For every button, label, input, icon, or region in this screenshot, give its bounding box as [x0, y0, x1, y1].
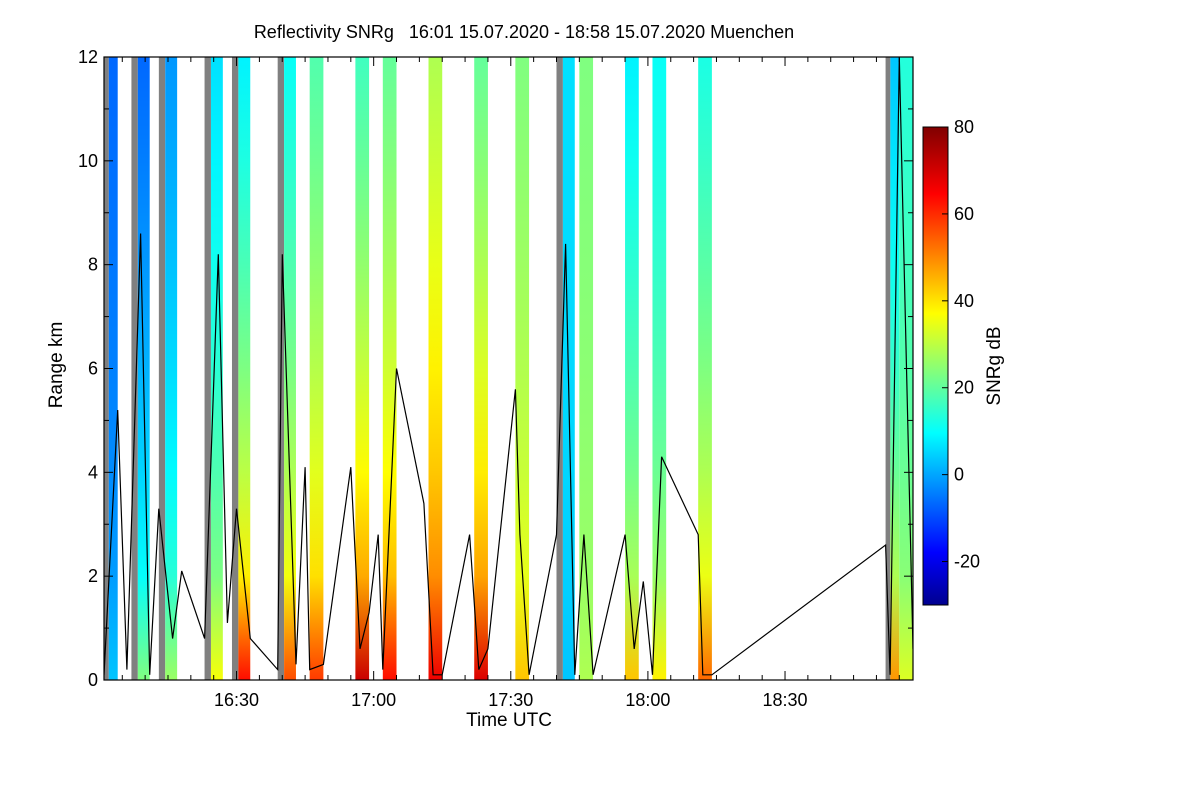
profile-gap — [231, 57, 239, 680]
profile-column — [698, 57, 712, 680]
profile-column — [238, 57, 251, 680]
x-tick-label: 18:30 — [762, 690, 807, 710]
colorbar-tick-label: 60 — [954, 204, 974, 224]
profiles-layer — [104, 57, 913, 680]
profile-column — [210, 57, 223, 680]
y-tick-label: 8 — [88, 255, 98, 275]
profile-column — [625, 57, 639, 680]
x-tick-label: 17:00 — [351, 690, 396, 710]
profile-column — [284, 57, 296, 680]
plot-frame — [103, 56, 914, 681]
y-tick-label: 12 — [78, 47, 98, 67]
x-axis: 16:30 17:00 17:30 18:00 18:30 — [121, 57, 900, 710]
y-tick-label: 10 — [78, 151, 98, 171]
y-tick-label: 4 — [88, 462, 98, 482]
profile-column — [108, 57, 118, 680]
chart-title: Reflectivity SNRg 16:01 15.07.2020 - 18:… — [254, 22, 794, 42]
profile-gap — [158, 57, 166, 680]
profile-gap — [204, 57, 211, 680]
colorbar-tick-label: -20 — [954, 552, 980, 572]
x-tick-label: 16:30 — [214, 690, 259, 710]
colorbar — [922, 126, 949, 606]
x-tick-label: 18:00 — [625, 690, 670, 710]
colorbar-axis: -20 0 20 40 60 80 — [942, 117, 980, 572]
y-tick-label: 6 — [88, 359, 98, 379]
colorbar-tick-label: 0 — [954, 465, 964, 485]
y-tick-label: 0 — [88, 670, 98, 690]
profile-gap — [556, 57, 563, 680]
profile-column — [309, 57, 324, 680]
elevation-line — [104, 57, 913, 676]
colorbar-tick-label: 20 — [954, 378, 974, 398]
profile-column — [579, 57, 594, 680]
y-axis-label: Range km — [46, 322, 67, 409]
x-axis-label: Time UTC — [466, 710, 552, 731]
profile-gap — [885, 57, 891, 680]
profile-column — [382, 57, 397, 680]
y-axis: 0 2 4 6 8 10 12 — [78, 47, 913, 690]
profile-column — [652, 57, 667, 680]
profile-column — [474, 57, 488, 680]
profile-gap — [131, 57, 138, 680]
profile-column — [428, 57, 443, 680]
profile-column — [355, 57, 370, 680]
profile-column — [515, 57, 530, 680]
x-tick-label: 17:30 — [488, 690, 533, 710]
y-tick-label: 2 — [88, 566, 98, 586]
colorbar-tick-label: 40 — [954, 291, 974, 311]
colorbar-tick-label: 80 — [954, 117, 974, 137]
colorbar-label: SNRg dB — [984, 326, 1005, 405]
profile-column — [165, 57, 178, 680]
